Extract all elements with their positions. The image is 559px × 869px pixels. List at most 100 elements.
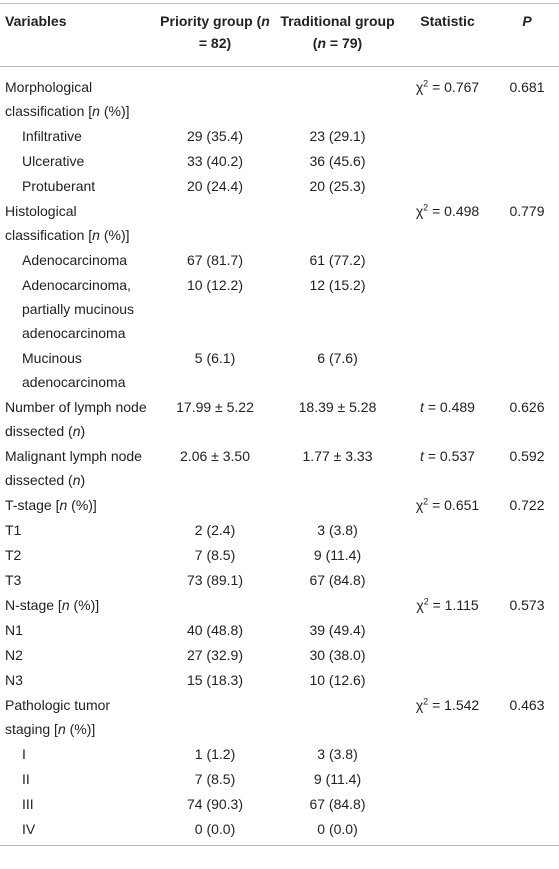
table-cell: Morphological classification [n (%)]	[0, 67, 155, 124]
text-run: χ	[416, 597, 424, 613]
text-run: = 0.537	[423, 448, 475, 464]
table-cell: 12 (15.2)	[309, 277, 366, 293]
table-cell	[400, 766, 495, 791]
table-cell: 3 (3.8)	[317, 746, 358, 762]
text-run: = 79)	[326, 35, 363, 51]
table-cell	[400, 247, 495, 272]
table-cell: 61 (77.2)	[309, 252, 366, 268]
table-cell: t = 0.537	[400, 443, 495, 492]
italic-run: t	[420, 448, 424, 464]
table-cell	[495, 567, 559, 592]
superscript: 2	[423, 696, 429, 707]
table-cell: 20 (24.4)	[186, 178, 244, 194]
table-cell: 3 (3.8)	[317, 522, 358, 538]
text-run: = 0.651	[428, 497, 480, 513]
table-cell: 0.722	[509, 497, 545, 513]
table-cell	[400, 642, 495, 667]
italic-run: n	[72, 423, 81, 439]
table-cell: 39 (49.4)	[309, 622, 366, 638]
table-cell: χ2 = 0.498	[400, 198, 495, 247]
table-row: T2 7 (8.5) 9 (11.4)	[0, 542, 559, 567]
table-cell: χ2 = 1.115	[400, 592, 495, 617]
table-row: IV 0 (0.0) 0 (0.0)	[0, 816, 559, 846]
table-cell	[495, 148, 559, 173]
text-run: Priority group (	[160, 13, 262, 29]
table-row: Malignant lymph node dissected (n) 2.06 ±…	[0, 443, 559, 492]
table-cell	[495, 791, 559, 816]
table-cell: t = 0.489	[400, 394, 495, 443]
text-run: χ	[415, 497, 424, 513]
text-run: (%)]	[69, 597, 100, 613]
table-cell: 27 (32.9)	[186, 647, 244, 663]
table-cell: 1.77 ± 3.33	[302, 448, 373, 464]
table-cell	[400, 667, 495, 692]
table-cell: 6 (7.6)	[317, 350, 358, 366]
text-run: N-stage [	[5, 597, 62, 613]
header-row: Variables Priority group (n = 82) Traditio…	[0, 3, 559, 67]
table-cell: Histological classification [n (%)]	[0, 198, 155, 247]
table-cell: 0.573	[509, 597, 545, 613]
table-cell	[155, 198, 275, 247]
table-cell	[400, 148, 495, 173]
table-row: I 1 (1.2) 3 (3.8)	[0, 741, 559, 766]
table-cell	[495, 123, 559, 148]
text-run: Traditional group (	[280, 13, 395, 51]
table-cell: N-stage [n (%)]	[0, 592, 155, 617]
table-cell: Mucinous adenocarcinoma	[22, 350, 126, 390]
text-run: = 0.767	[428, 79, 480, 95]
table-cell: N1	[5, 622, 23, 638]
table-cell: 23 (29.1)	[309, 128, 366, 144]
text-run: Histological classification [	[5, 203, 93, 243]
table-row: N1 40 (48.8) 39 (49.4)	[0, 617, 559, 642]
superscript: 2	[423, 78, 429, 89]
text-run: = 1.115	[428, 597, 479, 613]
text-run: Morphological classification [	[5, 79, 93, 119]
table-cell: IV	[0, 816, 155, 846]
table-row: N3 15 (18.3) 10 (12.6)	[0, 667, 559, 692]
italic-run: n	[59, 497, 68, 513]
table-row: II 7 (8.5) 9 (11.4)	[0, 766, 559, 791]
table-row: T3 73 (89.1) 67 (84.8)	[0, 567, 559, 592]
table-cell	[495, 816, 559, 846]
text-run: = 1.542	[428, 697, 480, 713]
table-cell: 7 (8.5)	[194, 547, 236, 563]
italic-run: n	[57, 721, 66, 737]
italic-run: n	[92, 227, 100, 243]
table-cell: T-stage [n (%)]	[0, 492, 155, 517]
table-row: N2 27 (32.9) 30 (38.0)	[0, 642, 559, 667]
table-cell: T2	[5, 547, 22, 563]
table-cell: 17.99 ± 5.22	[176, 399, 254, 415]
table-cell: 18.39 ± 5.28	[298, 399, 377, 415]
table-cell: Ulcerative	[22, 153, 85, 169]
table-cell: I	[22, 746, 26, 762]
table-cell: 2.06 ± 3.50	[180, 448, 250, 464]
table-cell: 29 (35.4)	[186, 128, 244, 144]
table-row: N-stage [n (%)] χ2 = 1.115 0.573	[0, 592, 559, 617]
table-cell: Malignant lymph node dissected (n)	[0, 443, 155, 492]
table-cell: 30 (38.0)	[309, 647, 366, 663]
table-cell	[275, 592, 400, 617]
table-cell: Adenocarcinoma, partially mucinous adeno…	[22, 277, 135, 341]
text-run: Number of lymph node dissected (	[5, 399, 147, 439]
text-run: = 82)	[198, 35, 232, 51]
table-cell	[275, 67, 400, 124]
table-cell: 0.779	[509, 203, 545, 219]
table-cell	[400, 816, 495, 846]
header-cell: Traditional group (n = 79)	[275, 3, 400, 67]
table-row: Adenocarcinoma 67 (81.7) 61 (77.2)	[0, 247, 559, 272]
table-cell: 73 (89.1)	[186, 572, 244, 588]
table-cell: 33 (40.2)	[186, 153, 244, 169]
table-row: Histological classification [n (%)] χ2 = …	[0, 198, 559, 247]
table-row: T1 2 (2.4) 3 (3.8)	[0, 517, 559, 542]
table-cell: Protuberant	[22, 178, 96, 194]
table-cell	[495, 517, 559, 542]
superscript: 2	[423, 202, 429, 213]
text-run: )	[80, 423, 86, 439]
table-row: III 74 (90.3) 67 (84.8)	[0, 791, 559, 816]
table-cell: 7 (8.5)	[194, 771, 236, 787]
table-row: Morphological classification [n (%)] χ2 =…	[0, 67, 559, 124]
table-cell	[155, 492, 275, 517]
header-cell: P	[495, 3, 559, 67]
table-cell	[495, 542, 559, 567]
